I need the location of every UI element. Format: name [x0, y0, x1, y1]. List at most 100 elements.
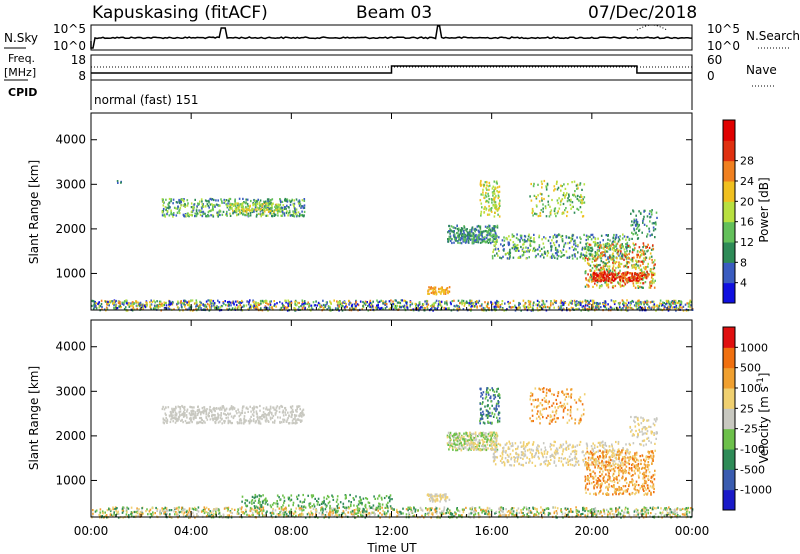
echo-point [289, 214, 292, 217]
echo-point [326, 308, 328, 311]
echo-point [262, 506, 265, 509]
echo-point [231, 507, 233, 511]
echo-point [488, 208, 491, 211]
echo-point [522, 299, 525, 302]
echo-point [542, 203, 544, 206]
echo-point [451, 238, 453, 241]
echo-point [418, 303, 421, 306]
echo-point [320, 509, 322, 512]
echo-point [575, 510, 577, 513]
echo-point [100, 299, 103, 302]
echo-point [154, 301, 156, 304]
echo-point [522, 246, 525, 249]
echo-point [642, 278, 644, 281]
echo-point [290, 200, 293, 203]
echo-point [590, 238, 593, 241]
echo-point [613, 273, 616, 276]
echo-point [449, 232, 451, 235]
echo-point [440, 286, 443, 290]
echo-point [293, 199, 295, 202]
echo-point [533, 513, 536, 516]
echo-point [132, 302, 135, 305]
echo-point [625, 238, 627, 241]
echo-point [674, 302, 676, 306]
echo-point [120, 306, 122, 309]
echo-point [545, 300, 548, 303]
echo-point [484, 301, 486, 304]
echo-point [631, 223, 634, 227]
echo-point [498, 236, 500, 239]
echo-point [528, 507, 531, 510]
echo-point [599, 511, 601, 514]
echo-point [476, 239, 479, 242]
echo-point [564, 196, 566, 199]
echo-point [259, 210, 262, 213]
echo-point [162, 204, 165, 207]
echo-point [637, 276, 640, 279]
echo-point [377, 304, 379, 307]
echo-point [632, 278, 635, 281]
echo-point [461, 514, 463, 517]
echo-point [284, 306, 287, 309]
echo-point [471, 506, 474, 509]
echo-point [495, 510, 498, 513]
echo-point [529, 300, 532, 303]
echo-point [301, 299, 304, 302]
echo-point [150, 299, 152, 302]
echo-point [621, 237, 624, 240]
echo-point [195, 209, 198, 212]
echo-point [630, 307, 633, 310]
echo-point [554, 246, 557, 249]
echo-point [336, 511, 339, 514]
echo-point [273, 212, 275, 215]
echo-point [562, 300, 565, 303]
echo-point [280, 306, 283, 309]
echo-point [384, 301, 386, 304]
y-tick-label: 1000 [55, 266, 86, 280]
echo-point [623, 265, 625, 268]
echo-point [589, 276, 591, 279]
echo-point [484, 181, 487, 184]
echo-point [461, 229, 463, 232]
echo-point [564, 301, 567, 304]
echo-point [495, 232, 497, 235]
echo-point [492, 185, 495, 188]
echo-point [672, 302, 674, 305]
echo-point [333, 515, 336, 518]
echo-point [570, 237, 572, 240]
echo-point [257, 302, 259, 305]
echo-point [219, 306, 222, 309]
echo-point [602, 276, 604, 279]
echo-point [256, 202, 258, 206]
echo-point [211, 515, 214, 518]
echo-point [516, 233, 518, 236]
echo-point [488, 228, 490, 231]
echo-point [225, 212, 228, 215]
echo-point [594, 251, 597, 254]
echo-point [175, 514, 178, 518]
echo-point [475, 509, 477, 512]
echo-point [562, 303, 564, 306]
echo-point [546, 250, 549, 253]
echo-point [215, 510, 217, 513]
echo-point [188, 514, 191, 517]
echo-point [669, 510, 672, 514]
echo-point [432, 288, 434, 292]
echo-point [605, 262, 607, 265]
power-x-ticks [90, 113, 693, 310]
echo-point [542, 302, 545, 305]
echo-point [131, 303, 133, 306]
echo-point [465, 240, 468, 243]
echo-point [473, 236, 475, 239]
echo-point [547, 194, 550, 198]
echo-point [609, 512, 611, 515]
echo-point [654, 228, 657, 231]
echo-point [462, 299, 465, 303]
echo-point [493, 307, 496, 311]
echo-point [173, 206, 176, 209]
echo-point [596, 275, 599, 278]
echo-point [599, 284, 601, 287]
echo-point [163, 507, 165, 511]
echo-point [627, 280, 630, 283]
